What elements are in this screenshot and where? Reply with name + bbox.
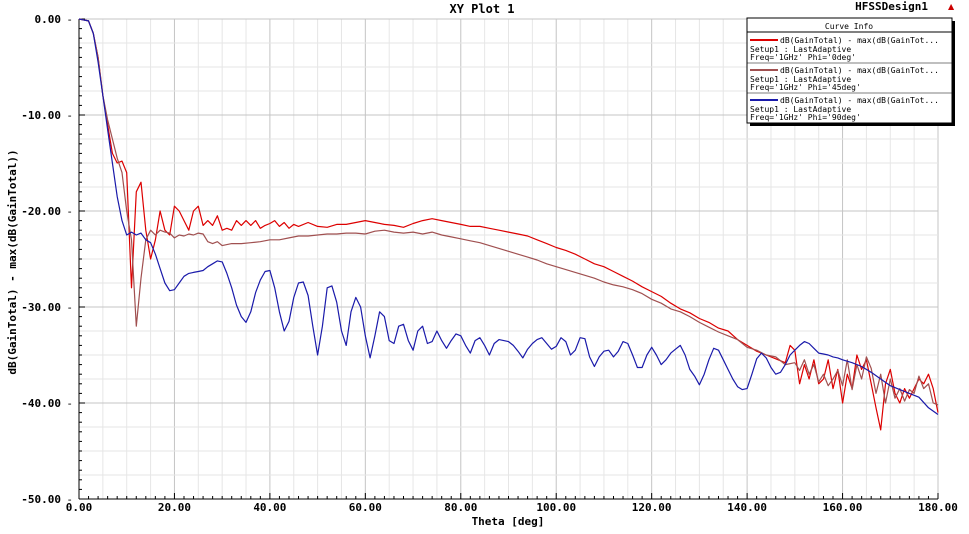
chart-title: XY Plot 1: [449, 2, 514, 16]
series-line-1: [78, 18, 939, 431]
y-tick-dash: -: [66, 205, 73, 218]
legend-entry-params: Freq='1GHz' Phi='90deg': [750, 113, 861, 122]
y-tick-dash: -: [66, 493, 73, 506]
legend-entry-params: Freq='1GHz' Phi='0deg': [750, 53, 856, 62]
series-line-2: [78, 18, 939, 406]
y-tick-dash: -: [66, 301, 73, 314]
y-tick-label: -50.00: [21, 493, 61, 506]
y-tick-label: 0.00: [35, 13, 62, 26]
y-tick-label: -30.00: [21, 301, 61, 314]
y-tick-label: -10.00: [21, 109, 61, 122]
grid: [78, 18, 939, 500]
x-tick-label: 100.00: [536, 501, 576, 514]
x-tick-labels: 0.00 20.00 40.00 60.00 80.00 100.00 120.00 140.…: [66, 501, 958, 514]
legend-entry-setup: Setup1 : LastAdaptive: [750, 45, 851, 54]
series-line-3: [78, 18, 939, 415]
x-tick-label: 180.00: [918, 501, 958, 514]
y-tick-label: -40.00: [21, 397, 61, 410]
x-tick-label: 80.00: [444, 501, 477, 514]
legend-entry-expression: dB(GainTotal) - max(dB(GainTot...: [780, 96, 939, 105]
legend-box: [746, 17, 953, 124]
legend-title: Curve Info: [825, 22, 873, 31]
x-axis-label: Theta [deg]: [472, 515, 545, 528]
y-tick-label: -20.00: [21, 205, 61, 218]
legend-entry-expression: dB(GainTotal) - max(dB(GainTot...: [780, 36, 939, 45]
axes: [78, 18, 939, 500]
legend-entry-setup: Setup1 : LastAdaptive: [750, 105, 851, 114]
legend-entries: dB(GainTotal) - max(dB(GainTot...Setup1 …: [747, 36, 952, 122]
legend[interactable]: Curve Info dB(GainTotal) - max(dB(GainTo…: [746, 17, 955, 126]
warning-triangle-icon: ▲: [948, 2, 955, 11]
y-tick-dash: -: [66, 13, 73, 26]
y-tick-dash: -: [66, 109, 73, 122]
y-axis-label: dB(GainTotal) - max(dB(GainTotal)): [6, 149, 19, 374]
x-tick-label: 40.00: [253, 501, 286, 514]
legend-entry-expression: dB(GainTotal) - max(dB(GainTot...: [780, 66, 939, 75]
design-name: HFSSDesign1: [855, 0, 928, 13]
x-tick-label: 160.00: [823, 501, 863, 514]
y-tick-dash: -: [66, 397, 73, 410]
x-tick-label: 0.00: [66, 501, 93, 514]
series-lines: [78, 18, 939, 431]
y-tick-labels: 0.00 --10.00 --20.00 --30.00 --40.00 --50.00-: [21, 13, 73, 506]
legend-entry-setup: Setup1 : LastAdaptive: [750, 75, 851, 84]
x-tick-label: 120.00: [632, 501, 672, 514]
x-tick-label: 60.00: [349, 501, 382, 514]
legend-entry-params: Freq='1GHz' Phi='45deg': [750, 83, 861, 92]
x-tick-label: 140.00: [727, 501, 767, 514]
x-tick-label: 20.00: [158, 501, 191, 514]
